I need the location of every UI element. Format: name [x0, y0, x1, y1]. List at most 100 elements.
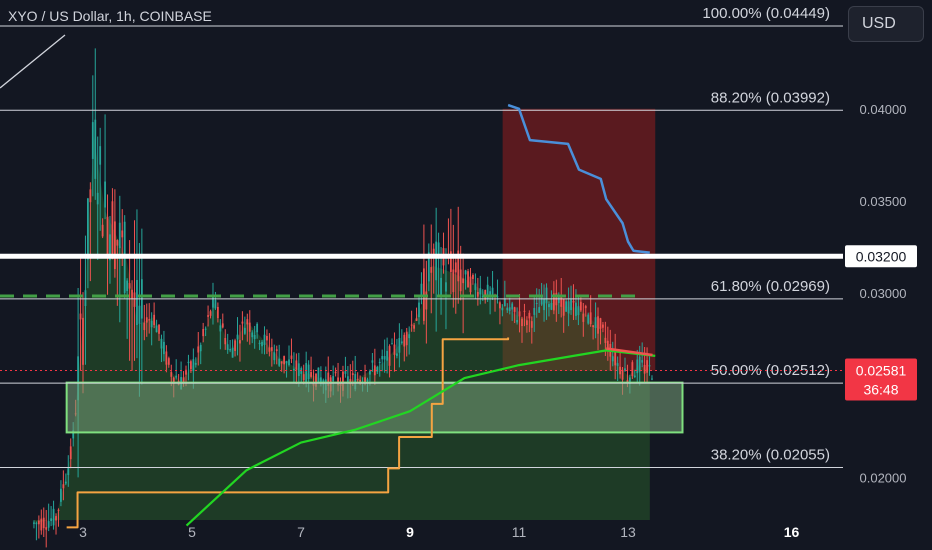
candle-body [464, 270, 467, 275]
candle-body [79, 313, 82, 320]
candle-body [396, 353, 398, 356]
trend-line [0, 34, 66, 89]
candle-body [42, 517, 45, 529]
candle-body [136, 279, 138, 325]
candle-body [425, 291, 428, 310]
candle-body [91, 122, 94, 159]
candle-body [116, 240, 119, 246]
candle-body [376, 366, 379, 372]
candle-body [651, 378, 653, 380]
candle-body [474, 283, 477, 291]
candle-body [295, 360, 298, 370]
candle-body [332, 376, 335, 382]
candle-body [356, 379, 359, 381]
key-level-tag-text: 0.03200 [856, 248, 907, 264]
candle-body [621, 370, 624, 380]
candle-body [572, 301, 575, 303]
fib-level-label: 61.80% (0.02969) [711, 278, 830, 295]
time-scale-tick: 7 [297, 524, 305, 540]
candle-body [491, 287, 494, 298]
candle-body [101, 224, 104, 237]
candle-body [256, 323, 259, 333]
candle-body [602, 324, 604, 328]
candle-body [408, 334, 411, 339]
candle-body [545, 287, 548, 304]
candle-body [496, 296, 499, 298]
candle-body [315, 373, 317, 387]
price-scale-panel[interactable] [844, 0, 932, 550]
candle-body [40, 518, 43, 531]
candle-body [60, 488, 62, 502]
candle-body [346, 376, 349, 384]
candle-body [72, 430, 75, 439]
candle-body [224, 338, 227, 345]
candle-body [552, 293, 555, 311]
green-moving-average [185, 349, 656, 527]
candle-body [300, 368, 303, 374]
candle-body [204, 328, 207, 330]
candle-body [317, 367, 320, 382]
candle-body [158, 324, 160, 334]
short-position-box [502, 108, 656, 371]
candle-body [405, 331, 408, 346]
candle-body [202, 329, 205, 337]
candle-body [150, 320, 153, 328]
currency-button[interactable]: USD [848, 6, 924, 42]
candle-body [388, 346, 391, 366]
candle-body [624, 368, 626, 371]
candle-body [543, 298, 545, 311]
candle-body [418, 302, 420, 318]
candle-body [138, 305, 141, 324]
time-scale-tick: 9 [406, 524, 414, 540]
candle-body [629, 377, 631, 384]
candle-body [526, 320, 528, 325]
candle-body [560, 295, 563, 307]
candle-body [351, 373, 354, 376]
candle-body [153, 314, 156, 326]
candle-body [334, 371, 337, 374]
candle-body [52, 508, 55, 526]
candle-body [239, 340, 241, 344]
candle-body [248, 322, 251, 332]
candle-body [636, 359, 639, 374]
candle-body [310, 372, 312, 377]
price-scale-tick: 0.02000 [860, 471, 907, 486]
candle-body [383, 356, 386, 360]
candle-body [643, 364, 646, 374]
candle-body [302, 374, 305, 381]
candle-body [440, 277, 442, 297]
candle-body [236, 334, 239, 340]
candle-body [84, 290, 87, 307]
candle-body [47, 521, 50, 528]
candle-body [197, 346, 200, 353]
candle-body [288, 359, 290, 365]
price-scale-tick: 0.03500 [860, 194, 907, 209]
candle-body [499, 302, 501, 309]
candle-body [305, 363, 308, 383]
candle-body [219, 325, 222, 332]
candle-body [231, 347, 234, 358]
candle-body [280, 361, 283, 364]
candle-body [62, 484, 65, 489]
candle-body [35, 522, 38, 525]
candle-body [575, 302, 577, 316]
candle-body [378, 361, 381, 363]
fib-level-label: 88.20% (0.03992) [711, 89, 830, 106]
time-scale-tick: 5 [188, 524, 196, 540]
candle-body [234, 340, 236, 351]
time-scale-tick: 11 [512, 524, 527, 540]
candle-body [533, 307, 536, 315]
candle-body [430, 267, 433, 273]
candle-body [381, 356, 384, 360]
candle-body [587, 314, 590, 324]
candle-body [111, 201, 114, 260]
candle-body [369, 370, 371, 375]
candle-body [57, 509, 60, 511]
candle-body [104, 181, 106, 208]
candle-body [366, 379, 369, 382]
candle-body [33, 522, 35, 524]
candle-body [342, 371, 344, 391]
candle-body [121, 230, 124, 238]
candle-body [69, 446, 72, 460]
